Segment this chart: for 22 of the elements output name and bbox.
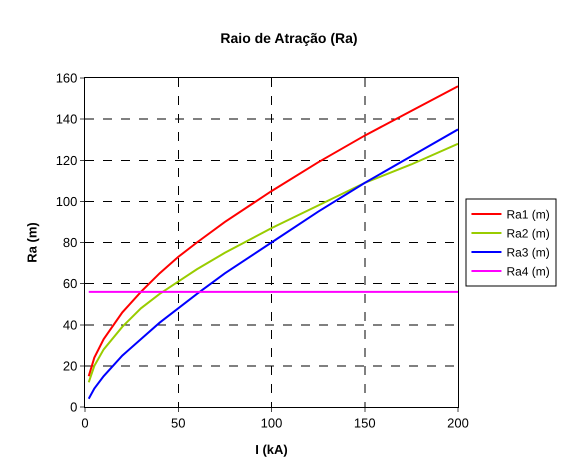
- x-tick-label: 50: [171, 416, 186, 431]
- x-axis-title: I (kA): [255, 442, 288, 458]
- y-axis-title: Ra (m): [24, 222, 40, 263]
- x-tick-label: 150: [354, 416, 376, 431]
- legend-label: Ra1 (m): [506, 208, 550, 222]
- y-tick-label: 0: [70, 400, 78, 415]
- legend-label: Ra2 (m): [506, 226, 550, 241]
- legend-label: Ra4 (m): [506, 264, 550, 279]
- legend-label: Ra3 (m): [506, 246, 550, 260]
- chart-title: Raio de Atração (Ra): [220, 30, 358, 46]
- y-tick-label: 80: [62, 235, 78, 250]
- x-tick-label: 100: [260, 416, 282, 431]
- y-tick-label: 120: [56, 152, 78, 168]
- line-series: [88, 85, 458, 378]
- y-tick-label: 40: [62, 317, 78, 332]
- y-tick-label: 160: [56, 70, 78, 86]
- y-tick-label: 20: [62, 358, 78, 374]
- y-tick-label: 60: [62, 276, 78, 292]
- x-tick-label: 200: [447, 416, 469, 431]
- y-tick-label: 140: [56, 112, 78, 127]
- x-tick-label: 0: [81, 416, 89, 431]
- y-tick-label: 100: [56, 194, 78, 209]
